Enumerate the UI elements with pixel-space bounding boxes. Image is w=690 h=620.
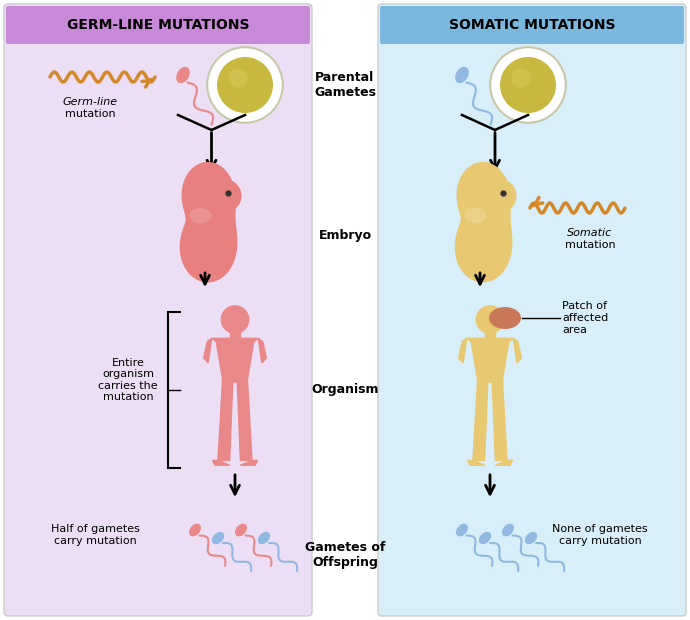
Polygon shape — [495, 461, 513, 465]
Polygon shape — [230, 328, 240, 339]
Ellipse shape — [258, 532, 270, 544]
Circle shape — [221, 305, 249, 334]
Text: Patch of
affected
area: Patch of affected area — [562, 301, 609, 335]
Circle shape — [228, 68, 248, 88]
Polygon shape — [492, 382, 507, 461]
Polygon shape — [455, 162, 512, 281]
Ellipse shape — [525, 532, 538, 544]
Circle shape — [207, 47, 283, 123]
Circle shape — [483, 179, 517, 213]
Text: mutation: mutation — [65, 109, 115, 119]
Text: Germ-line: Germ-line — [62, 97, 117, 107]
Ellipse shape — [464, 208, 486, 223]
Polygon shape — [459, 339, 466, 363]
Polygon shape — [237, 382, 252, 461]
Polygon shape — [218, 382, 233, 461]
Circle shape — [500, 57, 556, 113]
Ellipse shape — [176, 67, 190, 83]
Text: GERM-LINE MUTATIONS: GERM-LINE MUTATIONS — [67, 18, 249, 32]
Circle shape — [217, 57, 273, 113]
Text: Parental
Gametes: Parental Gametes — [314, 71, 376, 99]
Polygon shape — [180, 162, 237, 281]
Polygon shape — [484, 328, 495, 339]
Polygon shape — [258, 339, 266, 363]
Text: mutation: mutation — [564, 240, 615, 250]
Polygon shape — [213, 461, 230, 465]
Polygon shape — [466, 339, 513, 382]
Ellipse shape — [456, 524, 468, 536]
FancyBboxPatch shape — [378, 4, 686, 616]
Circle shape — [208, 179, 242, 213]
Ellipse shape — [189, 524, 201, 536]
Ellipse shape — [502, 524, 514, 536]
Ellipse shape — [479, 532, 491, 544]
Text: None of gametes
carry mutation: None of gametes carry mutation — [552, 524, 648, 546]
Ellipse shape — [455, 67, 469, 83]
Ellipse shape — [190, 208, 212, 223]
FancyBboxPatch shape — [380, 6, 684, 44]
Text: Embryo: Embryo — [319, 229, 371, 242]
Polygon shape — [212, 339, 258, 382]
Text: Gametes of
Offspring: Gametes of Offspring — [305, 541, 385, 569]
Text: Half of gametes
carry mutation: Half of gametes carry mutation — [50, 524, 139, 546]
Text: Organism: Organism — [311, 384, 379, 397]
Text: Entire
organism
carries the
mutation: Entire organism carries the mutation — [99, 358, 158, 402]
FancyBboxPatch shape — [4, 4, 312, 616]
Circle shape — [490, 47, 566, 123]
Ellipse shape — [212, 532, 224, 544]
Polygon shape — [473, 382, 488, 461]
Polygon shape — [468, 461, 484, 465]
Text: SOMATIC MUTATIONS: SOMATIC MUTATIONS — [448, 18, 615, 32]
Ellipse shape — [235, 524, 247, 536]
FancyBboxPatch shape — [6, 6, 310, 44]
Polygon shape — [204, 339, 212, 363]
Text: Somatic: Somatic — [567, 228, 613, 238]
Polygon shape — [240, 461, 257, 465]
Circle shape — [475, 305, 504, 334]
Circle shape — [511, 68, 531, 88]
Ellipse shape — [489, 307, 521, 329]
Polygon shape — [513, 339, 522, 363]
